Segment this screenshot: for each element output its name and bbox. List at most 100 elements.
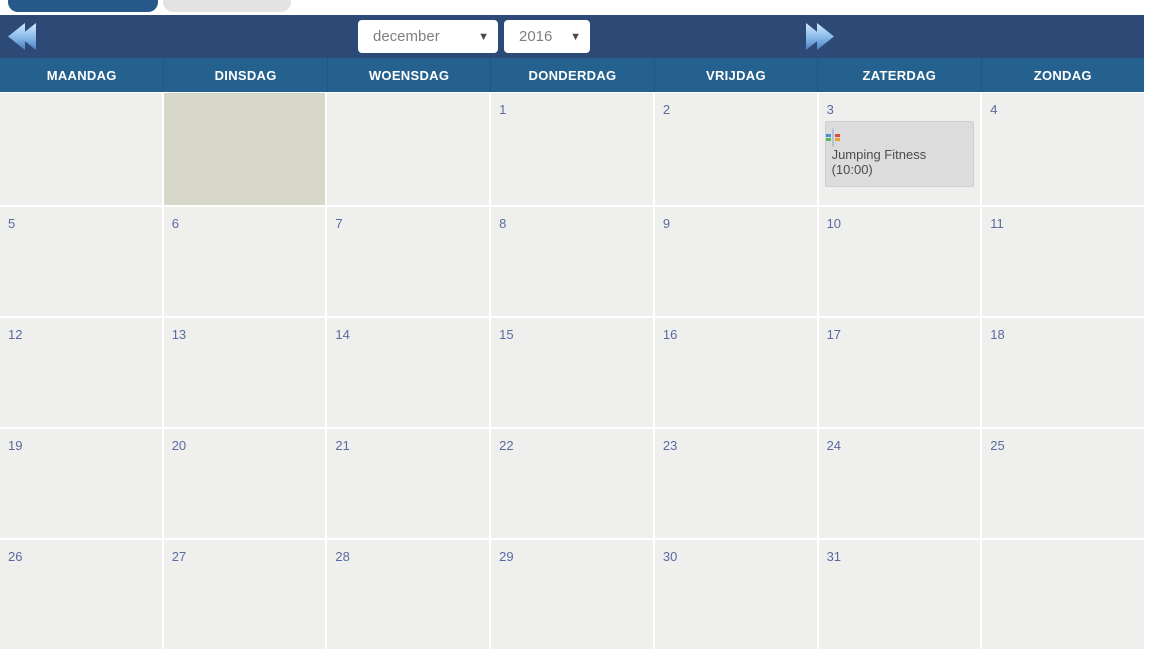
year-select-value: 2016	[519, 28, 553, 45]
day-number[interactable]: 6	[171, 216, 179, 231]
calendar-toolbar: december ▼ 2016 ▼	[0, 15, 1144, 58]
day-cell: 14	[327, 318, 490, 427]
day-cell: 11	[982, 207, 1144, 316]
weekday-header-row: MAANDAG DINSDAG WOENSDAG DONDERDAG VRIJD…	[0, 58, 1144, 92]
day-number	[164, 93, 172, 102]
day-cell: 27	[163, 540, 326, 649]
day-number[interactable]: 27	[171, 549, 187, 564]
day-number[interactable]: 21	[335, 438, 350, 453]
day-number[interactable]: 23	[662, 438, 678, 453]
day-cell-empty	[327, 93, 490, 205]
day-number[interactable]: 30	[662, 549, 678, 564]
day-number[interactable]: 3	[826, 102, 834, 117]
day-number[interactable]: 15	[499, 327, 514, 342]
day-cell: 13	[163, 318, 326, 427]
event-icon-square	[825, 134, 831, 137]
day-number[interactable]: 4	[990, 102, 998, 117]
calendar-module: december ▼ 2016 ▼ MAANDAG DINSDAG WOENSD…	[0, 0, 1144, 649]
next-month-button[interactable]	[806, 23, 836, 50]
day-cell: 16	[654, 318, 817, 427]
day-number[interactable]: 28	[335, 549, 350, 564]
day-cell: 3 Jumping Fitness (10:00)	[818, 93, 981, 205]
calendar-event[interactable]: Jumping Fitness (10:00)	[824, 121, 975, 187]
day-cell: 28	[327, 540, 490, 649]
day-number[interactable]: 26	[8, 549, 23, 564]
day-number	[327, 93, 335, 102]
day-number[interactable]: 9	[662, 216, 671, 231]
day-cell: 26	[0, 540, 162, 649]
calendar-grid: 1 2 3 Jumping Fitness (10:00) 4 5 6 7 8 …	[0, 93, 1144, 649]
day-cell: 31	[818, 540, 981, 649]
tab-inactive[interactable]	[163, 0, 291, 12]
month-select-value: december	[373, 28, 440, 45]
day-number[interactable]: 29	[499, 549, 514, 564]
day-cell: 21	[327, 429, 490, 538]
day-cell: 10	[818, 207, 981, 316]
day-number[interactable]: 2	[662, 102, 671, 117]
day-cell: 18	[982, 318, 1144, 427]
day-cell: 17	[818, 318, 981, 427]
day-cell: 25	[982, 429, 1144, 538]
day-number[interactable]: 5	[8, 216, 16, 231]
day-number	[0, 93, 8, 102]
day-number[interactable]: 14	[335, 327, 350, 342]
day-cell: 9	[654, 207, 817, 316]
day-number[interactable]: 7	[335, 216, 343, 231]
day-cell-empty	[982, 540, 1144, 649]
day-number[interactable]: 20	[171, 438, 187, 453]
day-number[interactable]: 10	[826, 216, 842, 231]
weekday-label-sunday: ZONDAG	[980, 58, 1144, 92]
day-cell: 30	[654, 540, 817, 649]
day-number[interactable]: 17	[826, 327, 842, 342]
day-cell: 4	[982, 93, 1144, 205]
day-number[interactable]: 18	[990, 327, 1005, 342]
day-cell: 1	[491, 93, 653, 205]
weekday-label-saturday: ZATERDAG	[817, 58, 980, 92]
day-cell: 19	[0, 429, 162, 538]
prev-month-button[interactable]	[8, 23, 38, 50]
event-calendar-icon	[825, 128, 840, 147]
day-cell: 20	[163, 429, 326, 538]
day-cell: 15	[491, 318, 653, 427]
day-cell: 22	[491, 429, 653, 538]
day-cell: 7	[327, 207, 490, 316]
weekday-label-friday: VRIJDAG	[653, 58, 817, 92]
day-cell: 5	[0, 207, 162, 316]
day-number[interactable]: 22	[499, 438, 514, 453]
event-icon-square	[834, 138, 840, 141]
day-cell: 23	[654, 429, 817, 538]
day-cell: 29	[491, 540, 653, 649]
day-cell-highlighted	[163, 93, 326, 205]
day-number[interactable]: 8	[499, 216, 507, 231]
day-number[interactable]: 25	[990, 438, 1005, 453]
month-select[interactable]: december ▼	[358, 20, 498, 53]
day-number[interactable]: 13	[171, 327, 187, 342]
day-number[interactable]: 16	[662, 327, 678, 342]
year-select[interactable]: 2016 ▼	[504, 20, 590, 53]
tab-active[interactable]	[8, 0, 158, 12]
tab-bar	[0, 0, 1144, 15]
day-cell: 12	[0, 318, 162, 427]
day-number	[982, 540, 990, 549]
day-cell: 6	[163, 207, 326, 316]
day-number[interactable]: 24	[826, 438, 842, 453]
day-cell-empty	[0, 93, 162, 205]
double-chevron-right-icon	[817, 23, 834, 50]
weekday-label-wednesday: WOENSDAG	[326, 58, 490, 92]
event-icon-square	[825, 138, 831, 141]
weekday-label-tuesday: DINSDAG	[163, 58, 326, 92]
day-number[interactable]: 11	[990, 216, 1004, 231]
weekday-label-thursday: DONDERDAG	[490, 58, 653, 92]
day-number[interactable]: 1	[499, 102, 507, 117]
weekday-label-monday: MAANDAG	[46, 67, 117, 83]
chevron-down-icon: ▼	[570, 31, 581, 43]
day-number[interactable]: 19	[8, 438, 23, 453]
day-number[interactable]: 12	[8, 327, 23, 342]
day-cell: 8	[491, 207, 653, 316]
day-number[interactable]: 31	[826, 549, 842, 564]
event-title: Jumping Fitness (10:00)	[831, 147, 927, 177]
event-icon-square	[834, 134, 840, 137]
day-cell: 24	[818, 429, 981, 538]
chevron-down-icon: ▼	[478, 31, 489, 43]
day-cell: 2	[654, 93, 817, 205]
